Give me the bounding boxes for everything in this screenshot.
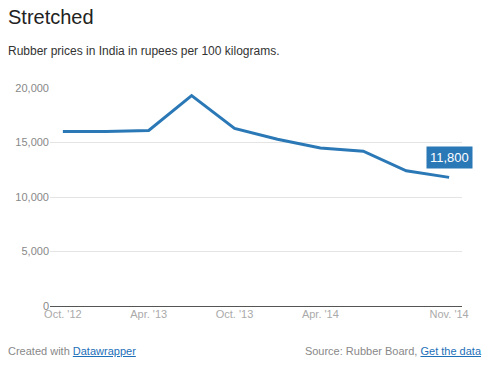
svg-text:Nov. '14: Nov. '14 (430, 308, 469, 320)
html-text:Rubber prices in India in rupe: Rubber prices in India in rupees per 100… (8, 44, 280, 58)
svg-text:Apr. '14: Apr. '14 (302, 308, 339, 320)
svg-text:10,000: 10,000 (15, 191, 49, 203)
svg-text:0: 0 (43, 300, 49, 312)
svg-text:15,000: 15,000 (15, 136, 49, 148)
html-text:Created with Datawrapper: Created with Datawrapper (8, 345, 136, 357)
svg-text:Oct. '13: Oct. '13 (216, 308, 254, 320)
html-text:Source: Rubber Board, Get the: Source: Rubber Board, Get the data (304, 345, 481, 357)
svg-text:11,800: 11,800 (430, 150, 469, 165)
html-text:Stretched: Stretched (8, 6, 94, 28)
svg-text:20,000: 20,000 (15, 82, 49, 94)
svg-text:5,000: 5,000 (21, 245, 49, 257)
svg-text:Oct. '12: Oct. '12 (44, 308, 82, 320)
svg-text:Apr. '13: Apr. '13 (130, 308, 167, 320)
